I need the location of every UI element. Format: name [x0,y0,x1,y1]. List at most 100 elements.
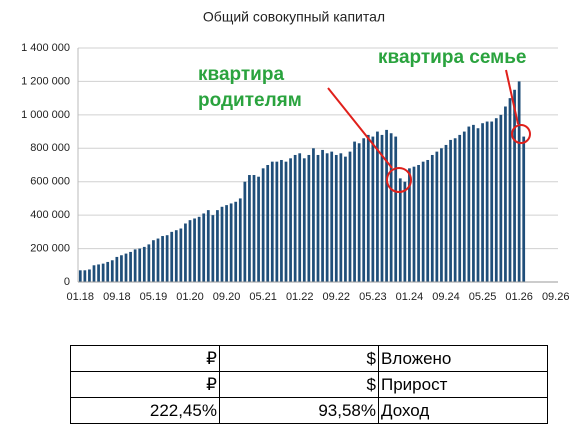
annotation-text: родителям [198,90,302,111]
y-tick-label: 1 000 000 [21,109,70,121]
y-tick-label: 1 200 000 [21,75,70,87]
bar [110,260,114,282]
bar [339,153,343,282]
x-tick-label: 01.22 [286,291,314,303]
x-tick-label: 09.18 [103,291,131,303]
bar [289,158,292,282]
table-cell: 93,58% [219,397,379,424]
bar [513,89,516,283]
bar [266,165,270,282]
bar [444,144,448,282]
bar [88,269,91,282]
bar [234,201,238,282]
table-cell: ₽ [70,371,220,398]
table-row: ₽ $ Вложено [70,345,548,372]
bar [366,134,370,282]
bar [284,161,288,282]
bar [216,210,219,282]
bar [161,236,164,282]
bar [280,159,283,282]
annotation: квартира родителям квартира семье [198,47,526,111]
bar [243,181,247,282]
x-tick-label: 09.24 [432,291,460,303]
annotation-text: квартира семье [378,47,526,68]
bar [522,136,526,282]
bar [472,124,475,282]
x-tick-label: 01.24 [396,291,424,303]
bar [120,255,123,282]
x-tick-label: 01.18 [67,291,95,303]
bar [252,175,256,282]
x-tick-label: 01.20 [176,291,204,303]
bar [453,138,457,282]
bar [394,136,398,282]
bar [174,230,178,282]
bar [462,131,466,282]
bar [138,248,142,282]
bar [398,178,402,282]
bar [188,220,192,282]
y-tick-label: 600 000 [30,176,70,188]
bar [165,235,169,282]
bar [517,81,521,282]
x-tick-label: 09.20 [213,291,241,303]
bar [147,244,151,282]
bar [133,249,137,282]
bar [257,176,260,282]
bar [156,238,160,282]
bar [202,213,206,282]
bar [78,270,82,282]
y-tick-label: 400 000 [30,209,70,221]
bar [430,154,434,282]
bar [440,148,443,282]
bar [238,198,242,282]
bar [403,181,407,282]
bar [467,126,471,282]
arrow [327,87,393,169]
bar [458,134,462,282]
table-row: 222,45% 93,58% Доход [70,397,548,424]
y-tick-label: 200 000 [30,242,70,254]
highlight-circle [386,167,412,193]
bar [152,240,155,282]
bar [92,265,96,282]
bar [225,205,228,282]
bar [206,210,210,282]
bar [376,131,379,282]
bar [435,151,439,282]
bar [106,261,110,282]
table-cell: ₽ [70,345,220,372]
table-cell: Вложено [378,345,548,372]
bar [417,165,420,282]
bar [307,154,311,282]
x-tick-label: 05.21 [249,291,277,303]
bar [362,138,366,282]
x-tick-label: 09.26 [542,291,570,303]
bar [220,206,224,282]
bar [380,134,384,282]
bar [293,154,297,282]
bar [494,118,498,282]
bar [97,264,100,282]
arrow [505,69,519,125]
table-cell: $ [219,371,379,398]
bar [316,154,320,282]
bar [334,154,338,282]
bar [179,228,183,282]
x-tick-label: 09.22 [323,291,351,303]
bar [504,106,507,282]
bar [229,203,233,282]
bar [330,151,334,282]
bar [302,158,306,282]
bar [184,223,187,282]
bar [485,121,489,283]
bar [129,251,132,282]
bar [449,139,452,282]
bar [476,128,480,282]
bar [348,151,352,282]
bar [412,166,416,282]
y-tick-label: 0 [64,276,70,288]
bar [353,141,356,282]
annotation-arrows [327,69,531,193]
